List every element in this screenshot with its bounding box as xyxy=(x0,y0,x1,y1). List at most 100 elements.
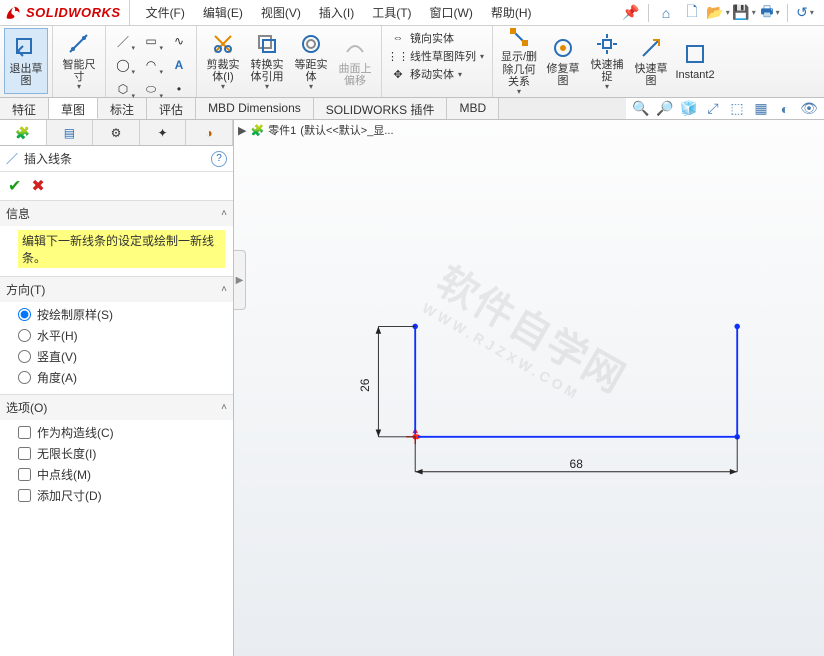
pm-section-direction: 方向(T)˄ 按绘制原样(S) 水平(H) 竖直(V) 角度(A) xyxy=(0,276,233,394)
convert-icon xyxy=(254,31,280,57)
spline-icon[interactable]: ∿ xyxy=(166,30,192,52)
config-tab[interactable]: ⚙ xyxy=(93,120,140,145)
section-icon[interactable]: ⤢ xyxy=(704,100,722,118)
offset-button[interactable]: 等距实体 xyxy=(289,28,333,94)
menu-help[interactable]: 帮助(H) xyxy=(483,1,540,24)
surface-offset-icon xyxy=(342,35,368,61)
dir-as-sketched[interactable]: 按绘制原样(S) xyxy=(18,306,225,323)
rapid-sketch-button[interactable]: 快速草图 xyxy=(629,28,673,94)
appearance-tab[interactable]: ◑ xyxy=(186,120,233,145)
cancel-button[interactable]: ✖ xyxy=(31,176,44,196)
opt-add-dim[interactable]: 添加尺寸(D) xyxy=(18,487,225,504)
mirror-button[interactable]: ⇔镜向实体 xyxy=(390,30,484,46)
ribbon-group-sketch-tools: ／ ▭ ∿ ◯ ◠ A ⬡ ⬭ • xyxy=(106,26,197,97)
mirror-label: 镜向实体 xyxy=(410,30,454,46)
linear-pattern-button[interactable]: ⋮⋮线性草图阵列▾ xyxy=(390,48,484,64)
dir-angle[interactable]: 角度(A) xyxy=(18,369,225,386)
menu-window[interactable]: 窗口(W) xyxy=(422,1,481,24)
options-header[interactable]: 选项(O)˄ xyxy=(0,395,233,420)
pm-confirm-row: ✔ ✖ xyxy=(0,172,233,200)
smart-dimension-button[interactable]: 智能尺寸 xyxy=(57,28,101,94)
graphics-area[interactable]: ▶ 🧩 零件1 (默认<<默认>_显... ▶ 软件自学网 WWW.RJZXW.… xyxy=(234,120,824,656)
direction-header[interactable]: 方向(T)˄ xyxy=(0,277,233,302)
tab-mbd-dim[interactable]: MBD Dimensions xyxy=(196,98,314,119)
instant2d-button[interactable]: Instant2 xyxy=(673,28,717,94)
tab-sketch[interactable]: 草图 xyxy=(49,98,98,119)
new-icon[interactable]: 🗋 xyxy=(683,4,701,22)
dir-vertical[interactable]: 竖直(V) xyxy=(18,348,225,365)
save-icon[interactable]: 💾 xyxy=(735,4,753,22)
convert-button[interactable]: 转换实体引用 xyxy=(245,28,289,94)
opt-midpoint[interactable]: 中点线(M) xyxy=(18,466,225,483)
chevron-down-icon xyxy=(221,83,225,92)
dimension-horizontal[interactable]: 68 xyxy=(415,437,737,475)
property-manager: 🧩 ▤ ⚙ ✦ ◑ ／ 插入线条 ? ✔ ✖ 信息˄ 编辑下一新线条的设定或绘制… xyxy=(0,120,234,656)
quick-snap-button[interactable]: 快速捕捉 xyxy=(585,28,629,94)
rect-icon[interactable]: ▭ xyxy=(138,30,164,52)
show-relations-button[interactable]: 显示/删除几何关系 xyxy=(497,28,541,94)
shadow-icon[interactable]: ◐ xyxy=(776,100,794,118)
undo-icon[interactable]: ↺ xyxy=(796,4,814,22)
dir-horizontal[interactable]: 水平(H) xyxy=(18,327,225,344)
app-name: SOLIDWORKS xyxy=(26,5,121,20)
tab-mbd[interactable]: MBD xyxy=(447,98,499,119)
ellipse-icon[interactable]: ⬭ xyxy=(138,78,164,100)
open-icon[interactable]: 📂 xyxy=(709,4,727,22)
dimxpert-tab[interactable]: ✦ xyxy=(140,120,187,145)
property-tab[interactable]: ▤ xyxy=(47,120,94,145)
opt-infinite-label: 无限长度(I) xyxy=(37,445,96,462)
zoom-area-icon[interactable]: 🔎 xyxy=(656,100,674,118)
zoom-fit-icon[interactable]: 🔍 xyxy=(632,100,650,118)
info-header[interactable]: 信息˄ xyxy=(0,201,233,226)
hlr-icon[interactable]: ▦ xyxy=(752,100,770,118)
repair-button[interactable]: 修复草图 xyxy=(541,28,585,94)
help-icon[interactable]: ? xyxy=(211,151,227,167)
opt-infinite[interactable]: 无限长度(I) xyxy=(18,445,225,462)
appearance-icon: ◑ xyxy=(206,126,213,140)
opt-construction-label: 作为构造线(C) xyxy=(37,424,114,441)
exit-sketch-button[interactable]: 退出草图 xyxy=(4,28,48,94)
text-icon[interactable]: A xyxy=(166,54,192,76)
home-icon[interactable]: ⌂ xyxy=(657,4,675,22)
sketch-line[interactable] xyxy=(415,326,737,436)
breadcrumb-arrow-icon[interactable]: ▶ xyxy=(238,124,246,137)
surface-offset-button: 曲面上偏移 xyxy=(333,28,377,94)
display-style-icon[interactable]: ⬚ xyxy=(728,100,746,118)
menu-insert[interactable]: 插入(I) xyxy=(311,1,362,24)
move-label: 移动实体 xyxy=(410,66,454,82)
menu-tools[interactable]: 工具(T) xyxy=(364,1,419,24)
tab-annotate[interactable]: 标注 xyxy=(98,98,147,119)
flyout-handle[interactable]: ▶ xyxy=(234,250,246,310)
tab-evaluate[interactable]: 评估 xyxy=(147,98,196,119)
circle-icon[interactable]: ◯ xyxy=(110,54,136,76)
arc-icon[interactable]: ◠ xyxy=(138,54,164,76)
sketch-endpoint[interactable] xyxy=(734,324,740,330)
feature-tree-tab[interactable]: 🧩 xyxy=(0,120,47,145)
point-icon[interactable]: • xyxy=(166,78,192,100)
sketch-canvas: 26 68 xyxy=(314,300,774,500)
menu-edit[interactable]: 编辑(E) xyxy=(195,1,251,24)
dimension-vertical[interactable]: 26 xyxy=(358,326,415,436)
opt-construction[interactable]: 作为构造线(C) xyxy=(18,424,225,441)
pin-icon[interactable]: 📌 xyxy=(622,4,640,22)
trim-button[interactable]: 剪裁实体(I) xyxy=(201,28,245,94)
ribbon-group-pattern: ⇔镜向实体 ⋮⋮线性草图阵列▾ ✥移动实体▾ xyxy=(382,26,493,97)
line-icon[interactable]: ／ xyxy=(110,30,136,52)
breadcrumb-part[interactable]: 零件1 xyxy=(268,122,296,138)
menu-file[interactable]: 文件(F) xyxy=(138,1,193,24)
opt-add-dim-label: 添加尺寸(D) xyxy=(37,487,102,504)
visibility-icon[interactable]: 👁 xyxy=(800,100,818,118)
tab-addins[interactable]: SOLIDWORKS 插件 xyxy=(314,98,448,119)
pm-section-info: 信息˄ 编辑下一新线条的设定或绘制一新线条。 xyxy=(0,200,233,276)
tab-features[interactable]: 特征 xyxy=(0,98,49,119)
part-icon: 🧩 xyxy=(250,124,264,137)
print-icon[interactable]: 🖶 xyxy=(761,4,779,22)
polygon-icon[interactable]: ⬡ xyxy=(110,78,136,100)
view-cube-icon[interactable]: 🧊 xyxy=(680,100,698,118)
ok-button[interactable]: ✔ xyxy=(8,176,21,196)
menu-view[interactable]: 视图(V) xyxy=(253,1,309,24)
dir-horizontal-label: 水平(H) xyxy=(37,327,78,344)
move-button[interactable]: ✥移动实体▾ xyxy=(390,66,484,82)
trim-icon xyxy=(210,31,236,57)
info-header-label: 信息 xyxy=(6,205,30,222)
